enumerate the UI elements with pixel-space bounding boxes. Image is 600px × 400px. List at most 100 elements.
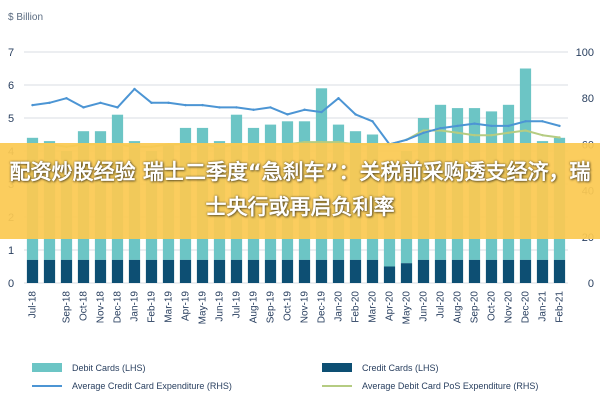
credit-expenditure-line-point bbox=[184, 103, 187, 107]
credit-card-bar bbox=[247, 259, 260, 283]
credit-card-bar bbox=[128, 259, 141, 283]
left-axis-tick-label: 7 bbox=[8, 47, 14, 59]
credit-expenditure-line-point bbox=[405, 138, 408, 141]
debit-pos-expenditure-line-point bbox=[337, 140, 340, 144]
x-axis-tick-label: Jan-20 bbox=[334, 291, 345, 322]
x-axis-tick-label: Sep-19 bbox=[266, 291, 277, 324]
right-axis-tick-label: 100 bbox=[576, 47, 594, 59]
headline-title: 配资炒股经验 瑞士二季度“急刹车”：关税前采购透支经济，瑞士央行或再启负利率 bbox=[9, 160, 591, 219]
credit-expenditure-line-point bbox=[422, 131, 425, 135]
credit-card-bar bbox=[196, 259, 209, 283]
credit-card-bar bbox=[485, 259, 498, 283]
debit-pos-expenditure-line-point bbox=[456, 131, 459, 135]
credit-card-bar bbox=[434, 259, 447, 283]
credit-card-bar bbox=[77, 259, 90, 283]
credit-expenditure-line-point bbox=[116, 106, 119, 109]
credit-card-bar bbox=[315, 259, 328, 283]
credit-card-bar bbox=[298, 259, 311, 283]
credit-card-bar bbox=[111, 259, 124, 283]
x-axis-tick-label: Sep-18 bbox=[62, 291, 73, 324]
left-axis-tick-label: 0 bbox=[8, 278, 14, 290]
x-axis-tick-label: Apr-19 bbox=[181, 291, 192, 321]
credit-expenditure-line-point bbox=[456, 124, 459, 128]
x-axis-tick-label: Apr-20 bbox=[385, 291, 396, 321]
x-axis-tick-label: Oct-19 bbox=[283, 291, 294, 321]
credit-card-bar bbox=[502, 259, 515, 283]
legend: Debit Cards (LHS) Credit Cards (LHS) Ave… bbox=[32, 363, 538, 391]
credit-card-bar bbox=[43, 259, 56, 283]
debit-pos-expenditure-line-point bbox=[541, 133, 544, 137]
x-axis-tick-label: Jan-21 bbox=[538, 291, 549, 322]
credit-card-bar bbox=[230, 259, 243, 283]
credit-card-bar bbox=[349, 259, 362, 283]
credit-card-bar bbox=[281, 259, 294, 283]
legend-swatch-credit-cards bbox=[322, 363, 352, 372]
legend-label-credit-expenditure: Average Credit Card Expenditure (RHS) bbox=[72, 381, 232, 391]
credit-card-bar bbox=[383, 266, 396, 283]
credit-expenditure-line bbox=[32, 88, 560, 146]
legend-label-credit-cards: Credit Cards (LHS) bbox=[362, 363, 439, 373]
x-axis-tick-label: Feb-20 bbox=[351, 291, 362, 323]
credit-expenditure-line-point bbox=[286, 113, 289, 116]
x-axis-tick-label: Jun-19 bbox=[215, 291, 226, 322]
credit-card-bar bbox=[162, 259, 175, 283]
credit-expenditure-line-point bbox=[337, 97, 340, 100]
right-axis-tick-label: 0 bbox=[588, 278, 594, 290]
x-axis-tick-label: Aug-19 bbox=[249, 291, 260, 324]
x-axis-tick-label: May-20 bbox=[402, 291, 413, 325]
left-axis-unit-label: $ Billion bbox=[8, 12, 43, 23]
x-axis-tick-label: Mar-20 bbox=[368, 291, 379, 323]
credit-expenditure-line-point bbox=[201, 103, 204, 107]
left-axis-tick-label: 1 bbox=[8, 245, 14, 257]
x-axis-tick-label: Dec-18 bbox=[113, 291, 124, 324]
credit-expenditure-line-point bbox=[473, 122, 476, 125]
credit-card-bar bbox=[400, 263, 413, 283]
credit-card-bar bbox=[536, 259, 549, 283]
x-axis-tick-label: Feb-19 bbox=[147, 291, 158, 323]
debit-pos-expenditure-line-point bbox=[422, 129, 425, 132]
credit-expenditure-line-point bbox=[303, 108, 306, 111]
credit-expenditure-line-point bbox=[150, 101, 153, 105]
x-axis-tick-label: Sep-20 bbox=[470, 291, 481, 324]
x-axis-tick-label: Feb-21 bbox=[555, 291, 566, 323]
x-axis-tick-label: Jul-19 bbox=[232, 291, 243, 319]
headline-banner bbox=[0, 143, 600, 239]
left-axis-tick-label: 5 bbox=[8, 113, 14, 125]
x-axis-tick-label: May-19 bbox=[198, 291, 209, 325]
x-axis-tick-label: Jul-20 bbox=[436, 291, 447, 319]
credit-card-bar bbox=[451, 259, 464, 283]
x-axis-tick-label: Dec-19 bbox=[317, 291, 328, 324]
credit-expenditure-line-point bbox=[218, 106, 221, 109]
debit-pos-expenditure-line-point bbox=[303, 140, 306, 144]
credit-expenditure-line-point bbox=[524, 120, 527, 123]
x-axis-tick-labels: Jul-18 Sep-18 Oct-18 Nov-18 Dec-18 Jan-19 Feb-… bbox=[28, 291, 566, 325]
debit-pos-expenditure-line-point bbox=[558, 136, 561, 139]
credit-card-bar bbox=[26, 259, 39, 283]
x-axis-tick-label: Dec-20 bbox=[521, 291, 532, 324]
credit-card-bar bbox=[366, 259, 379, 283]
credit-expenditure-line-point bbox=[133, 87, 136, 91]
credit-expenditure-line-point bbox=[507, 124, 510, 128]
x-axis-tick-label: Nov-20 bbox=[504, 291, 515, 324]
x-axis-tick-label: Oct-18 bbox=[79, 291, 90, 321]
legend-label-debit-pos-expenditure: Average Debit Card PoS Expenditure (RHS) bbox=[362, 381, 538, 391]
credit-expenditure-line-point bbox=[320, 110, 323, 114]
debit-pos-expenditure-line-point bbox=[320, 140, 323, 144]
credit-expenditure-line-point bbox=[371, 120, 374, 123]
x-axis-tick-label: Oct-20 bbox=[487, 291, 498, 321]
legend-swatch-debit-cards bbox=[32, 363, 62, 372]
debit-pos-expenditure-line-point bbox=[490, 133, 493, 137]
credit-card-bar bbox=[94, 259, 107, 283]
debit-pos-expenditure-line-point bbox=[473, 133, 476, 137]
credit-expenditure-line-point bbox=[82, 106, 85, 109]
credit-expenditure-line-point bbox=[65, 97, 68, 100]
credit-card-bar bbox=[468, 259, 481, 283]
credit-card-bar bbox=[264, 259, 277, 283]
x-axis-tick-label: Jul-18 bbox=[28, 291, 39, 319]
credit-expenditure-line-point bbox=[558, 124, 561, 128]
credit-expenditure-line-point bbox=[48, 101, 51, 105]
credit-expenditure-line-point bbox=[235, 106, 238, 109]
legend-label-debit-cards: Debit Cards (LHS) bbox=[72, 363, 146, 373]
x-axis-tick-label: Nov-19 bbox=[300, 291, 311, 324]
